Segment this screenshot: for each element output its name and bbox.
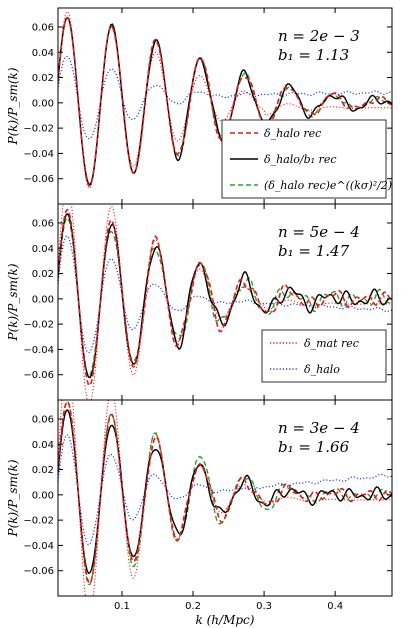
plot-area: [58, 400, 392, 596]
legend-label: δ_halo: [304, 363, 340, 376]
legend-label: δ_halo rec: [264, 127, 321, 140]
y-tick-label: 0.06: [32, 414, 54, 425]
panel-1: 0.06 0.04 0.02 0.00 −0.02 −0.04 −0.06 P(k)/P_sm…: [6, 7, 393, 205]
y-tick-label: 0.00: [32, 98, 54, 109]
y-tick-label: −0.04: [23, 345, 54, 356]
legend: δ_mat rec δ_halo: [261, 329, 387, 383]
legend-label: δ_mat rec: [304, 337, 359, 350]
y-tick-label: −0.02: [23, 516, 54, 527]
y-tick-label: 0.04: [32, 440, 54, 451]
y-tick-label: −0.06: [23, 566, 54, 577]
annotation-bias: b₁ = 1.66: [278, 438, 350, 456]
legend: δ_halo rec δ_halo/b₁ rec (δ_halo rec)e^((k…: [221, 119, 392, 199]
series-halo-line: [58, 55, 392, 140]
series-halo-rec-exp-line: [58, 217, 392, 377]
annotation-density: n = 5e − 4: [278, 223, 360, 241]
y-tick-label: 0.06: [32, 22, 54, 33]
annotation-bias: b₁ = 1.47: [278, 242, 350, 260]
x-tick-label: 0.2: [185, 601, 201, 612]
y-tick-label: 0.00: [32, 490, 54, 501]
x-axis-label: k (h/Mpc): [196, 613, 255, 627]
y-tick-label: −0.04: [23, 541, 54, 552]
y-tick-label: 0.02: [32, 269, 54, 280]
panel-3: 0.06 0.04 0.02 0.00 −0.02 −0.04 −0.06 0.1 0.2 0.3…: [6, 399, 393, 627]
x-tick-label: 0.3: [256, 601, 272, 612]
x-tick-label: 0.1: [114, 601, 130, 612]
axes-frame: [57, 399, 393, 597]
series-halo-line: [58, 235, 392, 354]
y-tick-label: −0.06: [23, 174, 54, 185]
annotation-density: n = 3e − 4: [278, 419, 360, 437]
y-axis-label: P(k)/P_sm(k): [6, 459, 20, 537]
series-halo-line: [58, 434, 392, 546]
legend-label: δ_halo/b₁ rec: [264, 153, 337, 166]
y-tick-label: −0.02: [23, 124, 54, 135]
panel-2: 0.06 0.04 0.02 0.00 −0.02 −0.04 −0.06 P(k)/P_sm…: [6, 203, 393, 401]
annotation-bias: b₁ = 1.13: [278, 46, 349, 64]
y-tick-label: 0.02: [32, 73, 54, 84]
series-halo-over-b1-rec-line: [58, 409, 392, 575]
y-tick-label: 0.04: [32, 244, 54, 255]
y-tick-label: 0.06: [32, 218, 54, 229]
y-tick-label: −0.04: [23, 149, 54, 160]
y-tick-label: 0.04: [32, 48, 54, 59]
series-halo-rec-line: [58, 400, 392, 585]
annotation-density: n = 2e − 3: [278, 27, 360, 45]
y-tick-label: 0.00: [32, 294, 54, 305]
y-tick-label: 0.02: [32, 465, 54, 476]
y-axis-label: P(k)/P_sm(k): [6, 67, 20, 145]
plot-area: [58, 204, 392, 400]
x-tick-label: 0.4: [327, 601, 343, 612]
series-halo-rec-line: [58, 208, 392, 387]
legend-label: (δ_halo rec)e^((kσ)²/2): [264, 179, 392, 192]
y-axis-label: P(k)/P_sm(k): [6, 263, 20, 341]
y-tick-label: −0.02: [23, 320, 54, 331]
y-tick-label: −0.06: [23, 370, 54, 381]
